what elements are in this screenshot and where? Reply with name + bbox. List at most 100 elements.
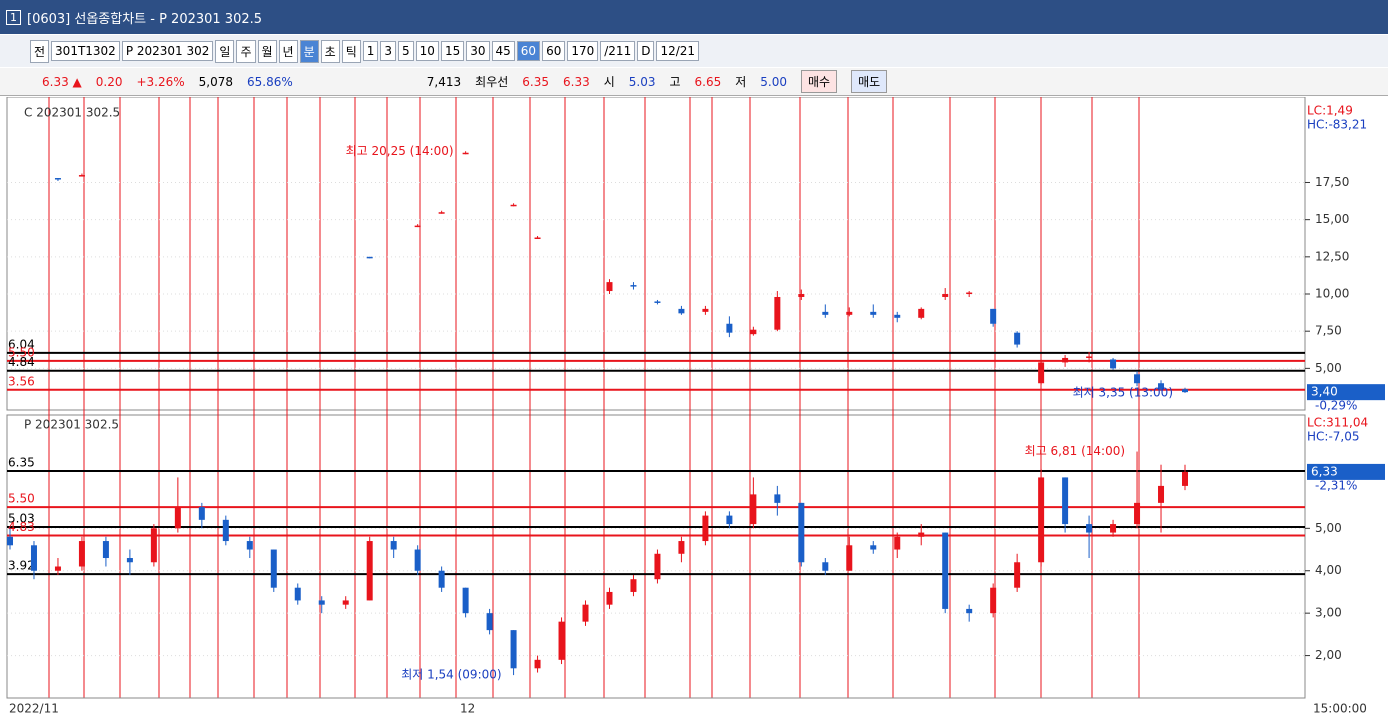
candle-body [606, 591, 613, 605]
candle-body [1014, 562, 1021, 588]
y-tick-label: 17,50 [1315, 175, 1349, 189]
toolbar-item[interactable]: 년 [278, 39, 298, 63]
candle-body [942, 294, 949, 297]
candle-body [870, 311, 877, 315]
candle-body [54, 178, 61, 180]
candle-body [966, 608, 973, 614]
candle-body [630, 285, 637, 287]
candle-body [990, 587, 997, 614]
remain: 7,413 [426, 74, 462, 89]
candle-body [750, 494, 757, 525]
candle-body [462, 152, 469, 155]
toolbar-item[interactable]: 301T1302 [51, 41, 120, 61]
toolbar-item[interactable]: 60 [542, 41, 566, 61]
candle-body [534, 659, 541, 669]
toolbar-item[interactable]: 30 [466, 41, 490, 61]
candle-body [174, 507, 181, 529]
candle-body [1038, 477, 1045, 563]
candle-body [390, 541, 397, 550]
candle-body [654, 553, 661, 580]
candle-body [510, 204, 517, 207]
title-bar: 1 [0603] 선옵종합차트 - P 202301 302.5 [0, 0, 1388, 34]
best-label: 최우선 [475, 75, 509, 89]
candle-body [630, 579, 637, 592]
low-note: 최저 1,54 (09:00) [401, 668, 501, 682]
candle-body [1110, 524, 1117, 533]
toolbar-item[interactable]: P 202301 302 [121, 41, 214, 61]
toolbar-item[interactable]: 초 [320, 39, 340, 63]
candle-body [726, 323, 733, 333]
candle-body [894, 314, 901, 318]
toolbar-item[interactable]: 60 [516, 41, 541, 61]
toolbar-item[interactable]: 월 [257, 39, 277, 63]
price-level-label: 5.50 [8, 492, 35, 506]
candle-body [270, 549, 277, 588]
high-note: 최고 20,25 (14:00) [346, 144, 454, 158]
candle-body [798, 294, 805, 297]
chart-area: 5,007,5010,0012,5015,0017,506.045.504.84… [6, 97, 1385, 716]
candle-body [702, 515, 709, 542]
best-bid: 6.33 [563, 74, 590, 89]
candle-body [894, 536, 901, 550]
toolbar-item[interactable]: 5 [398, 41, 414, 61]
candle-body [1014, 332, 1021, 345]
volume: 5,078 [198, 74, 234, 89]
toolbar-item[interactable]: 주 [236, 39, 256, 63]
candle-body [222, 519, 229, 542]
candle-body [846, 311, 853, 315]
toolbar-item[interactable]: 3 [380, 41, 397, 61]
panel-frame [6, 97, 1306, 411]
candle-body [1062, 357, 1069, 363]
toolbar-item[interactable]: /211 [600, 41, 636, 61]
candle-body [774, 296, 781, 330]
price: 6.33 ▲ [42, 74, 82, 89]
y-tick-label: 12,50 [1315, 249, 1349, 263]
candle-body [54, 566, 61, 571]
price-level-label: 5.50 [8, 345, 35, 359]
price-level-label: 4.83 [8, 520, 35, 534]
toolbar-item[interactable]: 10 [415, 41, 439, 61]
y-tick-label: 10,00 [1315, 287, 1349, 301]
toolbar-item[interactable]: 1 [362, 41, 379, 61]
window-title: [0603] 선옵종합차트 - P 202301 302.5 [27, 11, 263, 27]
candle-body [1158, 383, 1165, 390]
toolbar-item[interactable]: 170 [567, 41, 599, 61]
toolbar-item[interactable]: 45 [491, 41, 515, 61]
toolbar-item[interactable]: 15 [440, 41, 465, 61]
candle-body [1158, 485, 1165, 503]
toolbar-item[interactable]: 분 [299, 39, 319, 63]
candle-body [534, 237, 541, 240]
last-pct: -2,31% [1315, 478, 1357, 492]
candle-body [78, 541, 85, 567]
time-label: 15:00:00 [1313, 702, 1367, 716]
last-price: 3,40 [1311, 385, 1338, 399]
candle-body [678, 308, 685, 314]
open: 5.03 [628, 74, 656, 89]
candle-body [966, 292, 973, 295]
candle-body [150, 528, 157, 563]
change: 0.20 [95, 74, 123, 89]
candle-body [942, 532, 949, 609]
candle-body [102, 541, 109, 559]
low-label: 저 [735, 75, 747, 89]
candle-body [846, 545, 853, 571]
toolbar-item[interactable]: 일 [215, 39, 235, 63]
candle-body [198, 507, 205, 520]
price-level-label: 4.84 [8, 355, 35, 369]
change-pct: +3.26% [136, 74, 185, 89]
price-level-label: 5.03 [8, 512, 35, 526]
toolbar-item[interactable]: 전 [30, 39, 50, 63]
toolbar-item[interactable]: 틱 [341, 39, 361, 63]
toolbar-item[interactable]: 12/21 [656, 41, 700, 61]
y-tick-label: 3,00 [1315, 606, 1342, 620]
low-note: 최저 3,35 (13:00) [1073, 385, 1173, 399]
candle-body [870, 545, 877, 550]
buy-button[interactable]: 매수 [801, 70, 838, 93]
candle-body [774, 494, 781, 503]
volume-pct: 65.86% [247, 74, 293, 89]
candle-body [1086, 524, 1093, 533]
y-tick-label: 5,00 [1315, 521, 1342, 535]
sell-button[interactable]: 매도 [851, 70, 888, 93]
toolbar-item[interactable]: D [637, 41, 655, 61]
